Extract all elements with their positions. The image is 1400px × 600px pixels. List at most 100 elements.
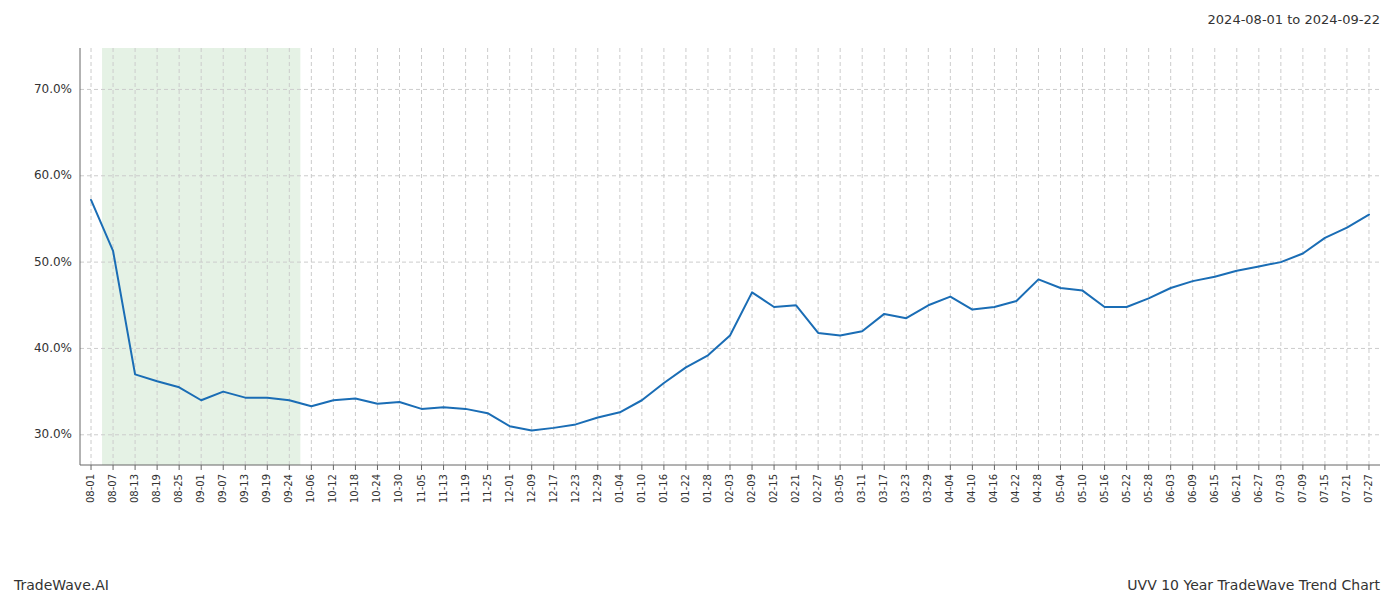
x-tick <box>575 465 576 470</box>
grid-line-x <box>1214 48 1215 465</box>
y-axis-line <box>80 48 81 465</box>
x-tick <box>1280 465 1281 470</box>
x-tick <box>906 465 907 470</box>
grid-line-x <box>1324 48 1325 465</box>
x-tick-label: 03-11 <box>856 474 867 503</box>
x-tick <box>1126 465 1127 470</box>
grid-line-x <box>906 48 907 465</box>
x-tick-label: 04-22 <box>1010 474 1021 503</box>
grid-line-x <box>884 48 885 465</box>
x-tick <box>1170 465 1171 470</box>
grid-line-x <box>575 48 576 465</box>
grid-line-x <box>752 48 753 465</box>
x-tick-label: 01-22 <box>680 474 691 503</box>
x-tick <box>752 465 753 470</box>
grid-line-x <box>641 48 642 465</box>
x-tick-label: 08-19 <box>151 474 162 503</box>
x-tick <box>355 465 356 470</box>
grid-line-x <box>245 48 246 465</box>
x-tick-label: 02-27 <box>812 474 823 503</box>
x-tick-label: 02-15 <box>768 474 779 503</box>
x-tick-label: 09-01 <box>195 474 206 503</box>
x-tick-label: 04-04 <box>944 474 955 503</box>
grid-line-x <box>1060 48 1061 465</box>
grid-line-x <box>1192 48 1193 465</box>
x-tick-label: 12-17 <box>548 474 559 503</box>
x-tick-label: 10-24 <box>371 474 382 503</box>
x-tick-label: 03-23 <box>900 474 911 503</box>
x-tick-label: 01-16 <box>658 474 669 503</box>
grid-line-x <box>553 48 554 465</box>
x-tick-label: 06-21 <box>1231 474 1242 503</box>
y-tick-label: 70.0% <box>34 82 72 96</box>
x-tick-label: 10-18 <box>349 474 360 503</box>
grid-line-x <box>928 48 929 465</box>
y-tick-label: 60.0% <box>34 168 72 182</box>
x-tick <box>862 465 863 470</box>
x-tick <box>597 465 598 470</box>
grid-line-x <box>223 48 224 465</box>
x-tick-label: 02-21 <box>790 474 801 503</box>
x-tick-label: 10-06 <box>305 474 316 503</box>
grid-line-x <box>1236 48 1237 465</box>
x-tick <box>1016 465 1017 470</box>
x-tick-label: 07-21 <box>1341 474 1352 503</box>
x-tick <box>994 465 995 470</box>
chart: 30.0%40.0%50.0%60.0%70.0%08-0108-0708-13… <box>0 0 1400 600</box>
x-tick <box>113 465 114 470</box>
x-tick <box>950 465 951 470</box>
x-tick <box>1082 465 1083 470</box>
grid-line-x <box>994 48 995 465</box>
grid-line-x <box>685 48 686 465</box>
grid-line-y <box>80 89 1380 90</box>
x-tick-label: 04-10 <box>966 474 977 503</box>
grid-line-x <box>1148 48 1149 465</box>
shaded-region <box>102 48 300 465</box>
x-tick-label: 11-13 <box>438 474 449 503</box>
x-tick-label: 03-05 <box>834 474 845 503</box>
grid-line-x <box>179 48 180 465</box>
x-tick <box>289 465 290 470</box>
grid-line-x <box>355 48 356 465</box>
x-tick-label: 09-13 <box>239 474 250 503</box>
x-tick <box>1192 465 1193 470</box>
x-tick-label: 06-15 <box>1209 474 1220 503</box>
grid-line-x <box>840 48 841 465</box>
x-tick <box>443 465 444 470</box>
x-tick-label: 01-28 <box>702 474 713 503</box>
x-tick <box>1324 465 1325 470</box>
x-tick <box>641 465 642 470</box>
x-tick <box>333 465 334 470</box>
grid-line-x <box>862 48 863 465</box>
x-tick <box>531 465 532 470</box>
x-tick-label: 12-09 <box>526 474 537 503</box>
x-tick-label: 05-28 <box>1143 474 1154 503</box>
x-tick <box>245 465 246 470</box>
grid-line-x <box>1126 48 1127 465</box>
x-tick <box>840 465 841 470</box>
y-axis: 30.0%40.0%50.0%60.0%70.0% <box>34 82 72 441</box>
annotation: TradeWave.AI <box>13 577 109 593</box>
grid-line-x <box>201 48 202 465</box>
x-axis: 08-0108-0708-1308-1908-2509-0109-0709-13… <box>85 465 1374 503</box>
grid-line-x <box>1104 48 1105 465</box>
grid-line-y <box>80 348 1380 349</box>
background <box>0 0 1400 600</box>
x-tick <box>1104 465 1105 470</box>
grid-line-x <box>1258 48 1259 465</box>
x-tick-label: 10-30 <box>393 474 404 503</box>
x-tick <box>311 465 312 470</box>
x-tick-label: 03-17 <box>878 474 889 503</box>
x-tick-label: 11-19 <box>460 474 471 503</box>
grid-line-x <box>663 48 664 465</box>
x-tick <box>1236 465 1237 470</box>
grid-line-x <box>531 48 532 465</box>
x-tick-label: 11-25 <box>482 474 493 503</box>
x-tick <box>377 465 378 470</box>
x-tick <box>818 465 819 470</box>
grid-line-x <box>289 48 290 465</box>
x-tick-label: 12-01 <box>504 474 515 503</box>
x-tick-label: 06-03 <box>1165 474 1176 503</box>
x-tick <box>796 465 797 470</box>
x-tick <box>663 465 664 470</box>
